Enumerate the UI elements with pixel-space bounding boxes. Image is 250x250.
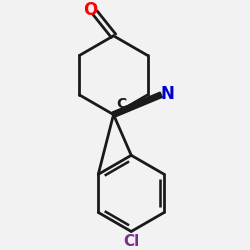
- Text: C: C: [116, 97, 126, 111]
- Text: Cl: Cl: [123, 234, 139, 249]
- Text: N: N: [160, 84, 174, 102]
- Text: O: O: [84, 1, 98, 19]
